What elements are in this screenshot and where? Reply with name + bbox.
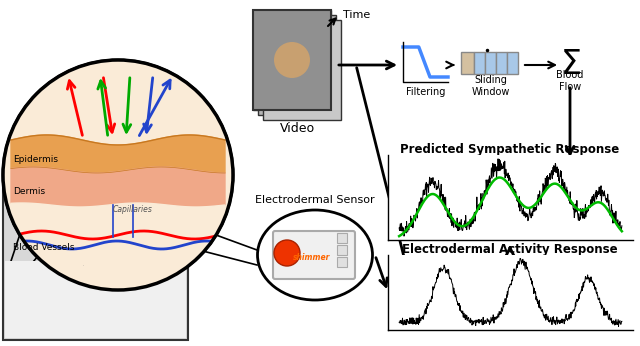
Text: Video: Video [280, 121, 315, 135]
FancyBboxPatch shape [496, 52, 507, 74]
FancyBboxPatch shape [253, 10, 331, 110]
Text: Blood Vessels: Blood Vessels [13, 243, 74, 252]
Text: Capillaries: Capillaries [113, 206, 153, 215]
Text: (photo): (photo) [79, 257, 110, 266]
Polygon shape [11, 135, 225, 173]
FancyBboxPatch shape [258, 15, 336, 115]
FancyBboxPatch shape [337, 257, 347, 267]
Text: Sliding
Window: Sliding Window [471, 75, 509, 97]
Text: Electrodermal Sensor: Electrodermal Sensor [255, 195, 375, 205]
Text: Blood
Flow: Blood Flow [556, 70, 584, 92]
Circle shape [274, 42, 310, 78]
FancyBboxPatch shape [253, 10, 331, 110]
FancyBboxPatch shape [403, 42, 448, 82]
FancyBboxPatch shape [337, 233, 347, 243]
FancyBboxPatch shape [273, 231, 355, 279]
Ellipse shape [257, 210, 372, 300]
FancyBboxPatch shape [507, 52, 518, 74]
FancyBboxPatch shape [263, 20, 341, 120]
Polygon shape [11, 167, 225, 207]
Text: shimmer: shimmer [293, 254, 331, 263]
FancyBboxPatch shape [337, 245, 347, 255]
Text: $\Sigma$: $\Sigma$ [559, 47, 580, 81]
FancyBboxPatch shape [485, 52, 496, 74]
Circle shape [274, 240, 300, 266]
FancyBboxPatch shape [461, 52, 474, 74]
Circle shape [4, 61, 232, 289]
FancyBboxPatch shape [3, 185, 188, 340]
Circle shape [3, 60, 233, 290]
Text: Filtering: Filtering [406, 87, 445, 97]
Text: Electrodermal Activity Response: Electrodermal Activity Response [402, 244, 618, 256]
FancyBboxPatch shape [474, 52, 485, 74]
Text: Predicted Sympathetic Response: Predicted Sympathetic Response [401, 144, 620, 156]
Text: Epidermis: Epidermis [13, 155, 58, 164]
Polygon shape [11, 203, 225, 265]
FancyBboxPatch shape [5, 261, 186, 338]
Text: Dermis: Dermis [13, 188, 45, 197]
Text: Time: Time [343, 10, 371, 20]
